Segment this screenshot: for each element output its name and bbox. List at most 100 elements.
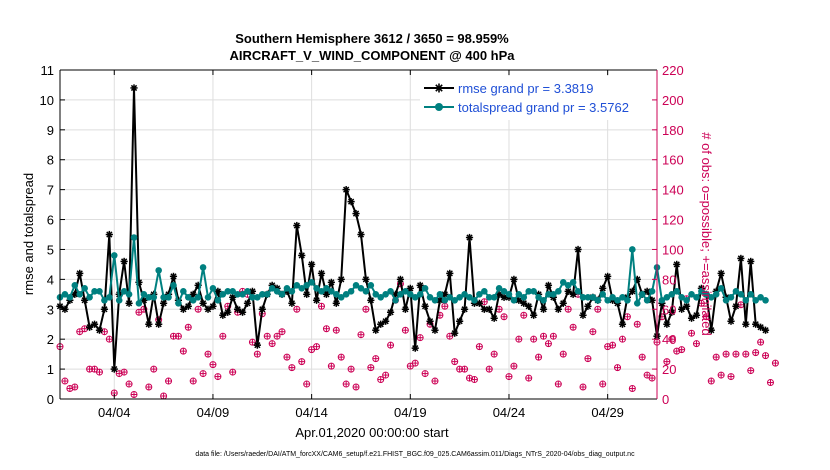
totalspread-point bbox=[466, 294, 473, 301]
rmse-point bbox=[234, 305, 242, 313]
totalspread-point bbox=[658, 297, 666, 304]
obs-count-point bbox=[253, 350, 261, 358]
y-right-tick-label: 0 bbox=[662, 392, 669, 407]
totalspread-point bbox=[525, 288, 533, 295]
obs-count-point bbox=[485, 365, 493, 373]
totalspread-point bbox=[71, 282, 79, 289]
totalspread-point bbox=[170, 282, 177, 289]
rmse-point bbox=[253, 341, 261, 349]
obs-count-point bbox=[643, 371, 651, 379]
totalspread-point bbox=[234, 291, 241, 298]
rmse-point bbox=[100, 305, 109, 313]
rmse-point bbox=[742, 320, 750, 328]
totalspread-point bbox=[184, 294, 192, 301]
rmse-point bbox=[559, 299, 567, 307]
obs-count-point bbox=[515, 335, 523, 343]
obs-count-point bbox=[584, 355, 592, 363]
obs-count-point bbox=[268, 340, 276, 348]
obs-count-point bbox=[500, 313, 508, 321]
rmse-point bbox=[687, 314, 696, 322]
rmse-point bbox=[81, 296, 89, 304]
totalspread-point bbox=[135, 299, 143, 307]
obs-count-point bbox=[663, 358, 671, 366]
obs-count-point bbox=[337, 353, 345, 361]
totalspread-point bbox=[66, 294, 74, 301]
obs-count-point bbox=[510, 362, 518, 370]
totalspread-point bbox=[485, 294, 493, 301]
obs-count-point bbox=[614, 364, 622, 372]
totalspread-point bbox=[693, 294, 700, 301]
rmse-point bbox=[752, 320, 760, 328]
totalspread-point bbox=[160, 294, 167, 301]
obs-count-point bbox=[668, 335, 676, 343]
obs-count-point bbox=[71, 383, 79, 391]
totalspread-point bbox=[426, 294, 434, 301]
y-tick-label: 9 bbox=[47, 123, 54, 138]
totalspread-point bbox=[712, 291, 720, 298]
obs-count-point bbox=[678, 346, 686, 354]
totalspread-point bbox=[688, 291, 695, 298]
obs-count-point bbox=[505, 373, 513, 381]
obs-count-point bbox=[742, 350, 750, 358]
rmse-point bbox=[584, 302, 592, 310]
rmse-point bbox=[95, 326, 104, 334]
grid bbox=[60, 69, 657, 400]
totalspread-point bbox=[283, 285, 291, 292]
totalspread-point bbox=[110, 252, 118, 259]
rmse-point bbox=[426, 317, 434, 325]
y-tick-label: 7 bbox=[47, 183, 54, 198]
obs-count-point bbox=[145, 383, 153, 391]
obs-count-point bbox=[490, 350, 498, 358]
rmse-point bbox=[757, 323, 765, 331]
obs-count-point bbox=[298, 358, 306, 366]
rmse-point bbox=[732, 302, 740, 310]
y-tick-label: 1 bbox=[47, 362, 54, 377]
x-tick-label: 04/29 bbox=[591, 405, 624, 420]
totalspread-point bbox=[328, 288, 335, 295]
rmse-point bbox=[737, 254, 745, 263]
obs-count-point bbox=[727, 373, 735, 381]
rmse-point bbox=[199, 299, 207, 307]
rmse-point bbox=[312, 296, 321, 304]
rmse-point bbox=[288, 299, 296, 307]
rmse-point bbox=[160, 299, 168, 307]
totalspread-point bbox=[742, 297, 750, 304]
totalspread-point bbox=[481, 288, 488, 295]
totalspread-point bbox=[209, 285, 217, 292]
y-right-tick-label: 40 bbox=[662, 332, 676, 347]
chart-title-line-2: AIRCRAFT_V_WIND_COMPONENT @ 400 hPa bbox=[230, 48, 516, 63]
totalspread-point bbox=[421, 285, 429, 292]
totalspread-point bbox=[214, 297, 222, 304]
obs-count-point bbox=[199, 370, 207, 378]
rmse-point bbox=[564, 287, 572, 295]
rmse-point bbox=[485, 305, 493, 313]
totalspread-point bbox=[500, 288, 508, 295]
rmse-point bbox=[298, 251, 306, 260]
totalspread-point bbox=[559, 279, 567, 286]
totalspread-point bbox=[436, 291, 444, 298]
totalspread-point bbox=[229, 288, 236, 295]
totalspread-point bbox=[638, 291, 646, 298]
rmse-point bbox=[678, 305, 686, 313]
totalspread-point bbox=[535, 294, 542, 301]
totalspread-point bbox=[707, 294, 715, 301]
totalspread-point bbox=[663, 294, 671, 301]
rmse-point bbox=[238, 308, 247, 316]
totalspread-point bbox=[263, 291, 271, 298]
rmse-point bbox=[761, 326, 770, 334]
y-axis-right-label: # of obs: o=possible; +=assimilated bbox=[699, 132, 714, 335]
totalspread-point bbox=[189, 297, 197, 304]
totalspread-point bbox=[431, 297, 439, 304]
rmse-point bbox=[411, 344, 419, 352]
totalspread-point bbox=[115, 297, 123, 304]
totalspread-point bbox=[732, 288, 740, 295]
obs-count-point bbox=[623, 313, 631, 321]
rmse-point bbox=[456, 317, 464, 325]
rmse-point bbox=[352, 209, 360, 218]
obs-count-point bbox=[401, 326, 409, 334]
rmse-point bbox=[569, 290, 577, 298]
legend-spread-label: totalspread grand pr = 3.5762 bbox=[458, 100, 629, 115]
totalspread-point bbox=[165, 294, 172, 301]
totalspread-point bbox=[441, 297, 449, 304]
totalspread-point bbox=[288, 288, 296, 295]
